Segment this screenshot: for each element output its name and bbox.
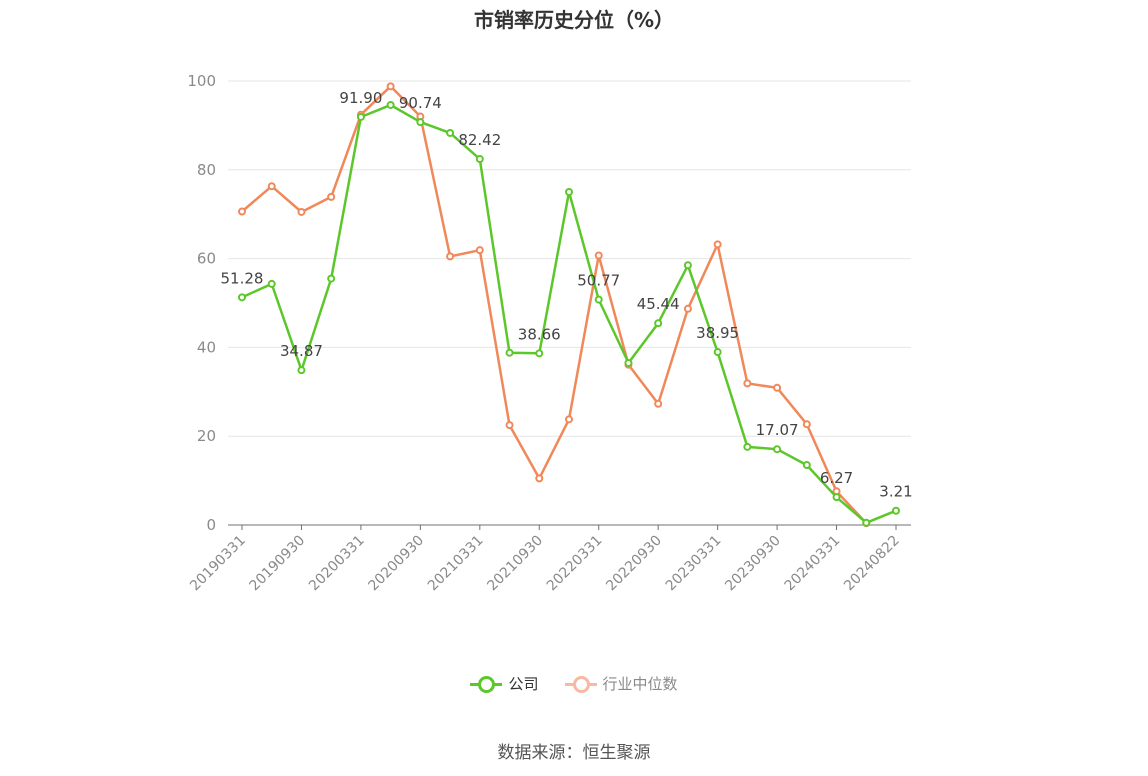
company-data-point: [892, 506, 900, 515]
company-data-point: [475, 155, 484, 164]
y-tick-label: 40: [197, 338, 216, 356]
industry-data-point: [505, 421, 514, 430]
company-data-point: [773, 445, 782, 454]
industry-series-line: [241, 85, 868, 525]
company-data-point: [386, 100, 395, 109]
data-label: 6.27: [820, 469, 853, 487]
y-tick-label: 100: [187, 72, 216, 90]
legend-company-marker-icon: [470, 675, 503, 693]
industry-data-point: [565, 415, 573, 424]
company-data-point: [862, 518, 871, 527]
company-data-point: [446, 128, 455, 137]
legend-industry-marker-icon: [564, 675, 597, 693]
industry-data-point: [327, 192, 336, 201]
x-tick-label: 20210331: [425, 533, 487, 595]
company-data-point: [356, 112, 365, 121]
company-data-point: [594, 295, 603, 304]
data-label: 91.90: [339, 89, 382, 107]
data-label: 38.95: [696, 324, 739, 342]
industry-data-point: [535, 474, 544, 483]
x-tick-label: 20200331: [306, 533, 368, 595]
series-lines: [238, 82, 900, 528]
chart-title: 市销率历史分位（%）: [473, 8, 675, 32]
x-tick-label: 20240822: [841, 533, 903, 595]
data-label: 38.66: [518, 325, 561, 343]
data-label: 34.87: [280, 342, 323, 360]
industry-data-point: [267, 182, 276, 191]
data-label: 51.28: [221, 269, 264, 287]
industry-data-point: [683, 304, 692, 313]
y-tick-label: 60: [197, 250, 216, 268]
company-data-point: [297, 366, 306, 375]
legend-item-industry[interactable]: 行业中位数: [564, 673, 678, 694]
data-label: 3.21: [879, 483, 912, 501]
company-data-point: [267, 279, 276, 288]
data-label: 17.07: [756, 421, 799, 439]
data-label: 50.77: [577, 272, 620, 290]
x-tick-label: 20190930: [247, 533, 309, 595]
x-tick-label: 20230331: [663, 533, 725, 595]
company-data-point: [416, 118, 425, 127]
company-data-point: [832, 493, 841, 502]
company-data-point: [238, 293, 246, 302]
legend-company-label: 公司: [508, 675, 539, 693]
company-data-point: [535, 349, 544, 358]
company-data-point: [802, 461, 811, 470]
company-data-point: [624, 358, 633, 367]
line-chart: 0 20 40 60 80 100 2019033120190930202003312020…: [187, 72, 913, 595]
company-data-point: [505, 348, 514, 357]
legend: 公司 行业中位数: [0, 673, 1148, 694]
x-tick-label: 20230930: [722, 533, 784, 595]
industry-data-point: [743, 379, 752, 388]
source-note: 数据来源：恒生聚源: [497, 743, 651, 763]
grid-lines: [228, 80, 911, 437]
company-data-point: [683, 261, 692, 270]
industry-data-point: [773, 383, 782, 392]
x-tick-label: 20190331: [187, 533, 249, 595]
x-tick-label: 20200930: [365, 533, 427, 595]
company-data-point: [654, 319, 663, 328]
industry-data-point: [238, 207, 246, 216]
y-tick-label: 0: [206, 516, 216, 534]
x-tick-label: 20220331: [544, 533, 606, 595]
data-label: 45.44: [637, 295, 680, 313]
company-data-point: [327, 274, 336, 283]
company-data-point: [743, 442, 752, 451]
company-data-point: [713, 348, 722, 357]
industry-data-point: [297, 207, 306, 216]
industry-data-point: [713, 240, 722, 249]
legend-item-company[interactable]: 公司: [470, 673, 539, 694]
y-tick-label: 20: [197, 427, 216, 445]
industry-data-point: [386, 82, 395, 91]
x-tick-label: 20210930: [484, 533, 546, 595]
data-labels: 51.28 34.87 91.90 90.74 82.42 38.66 50.77 45.44…: [221, 89, 913, 501]
x-tick-label: 20220930: [603, 533, 665, 595]
industry-data-point: [802, 420, 811, 429]
y-tick-label: 80: [197, 161, 216, 179]
industry-data-point: [594, 251, 603, 260]
x-tick-label: 20240331: [782, 533, 844, 595]
industry-data-point: [654, 399, 663, 408]
industry-data-point: [475, 246, 484, 255]
data-label: 82.42: [458, 131, 501, 149]
company-data-point: [565, 188, 573, 196]
data-label: 90.74: [399, 94, 442, 112]
industry-data-point: [446, 252, 455, 261]
company-series-line: [241, 103, 897, 525]
legend-industry-label: 行业中位数: [602, 675, 678, 693]
